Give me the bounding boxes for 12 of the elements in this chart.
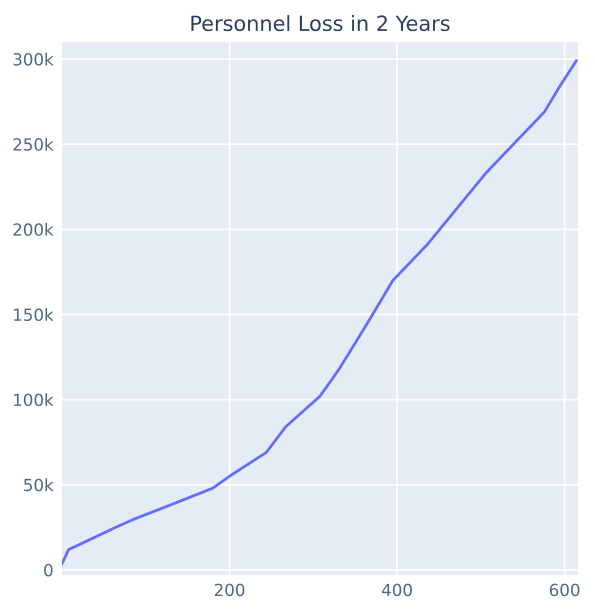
x-tick-label: 600 (550, 584, 580, 596)
chart-title: Personnel Loss in 2 Years (191, 15, 450, 32)
y-tick-label: 0 (44, 564, 53, 576)
line-series (62, 59, 578, 566)
y-tick-label: 300k (13, 52, 54, 66)
y-tick-label: 100k (14, 393, 54, 406)
x-tick-label: 200 (214, 584, 244, 596)
y-tick-label: 200k (13, 222, 54, 236)
x-tick-label: 400 (382, 584, 412, 596)
y-tick-label: 250k (13, 138, 54, 151)
y-tick-label: 150k (14, 308, 54, 322)
y-tick-label: 50k (24, 478, 54, 492)
